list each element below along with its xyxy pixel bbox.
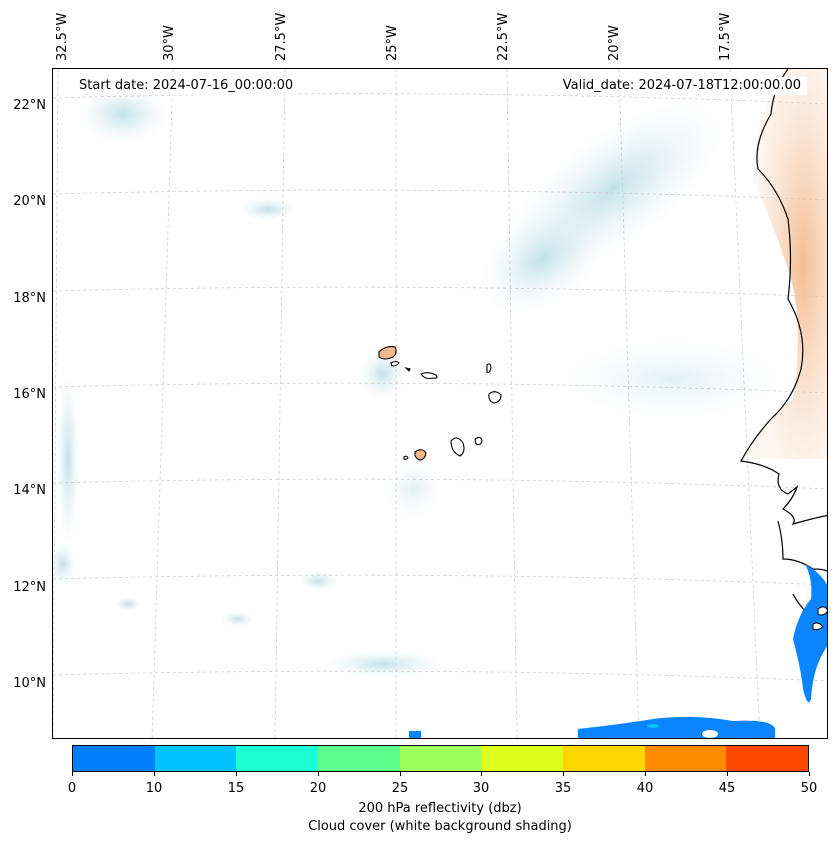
island-fogo <box>414 449 427 461</box>
colorbar-tick <box>563 772 564 776</box>
longitude-label: 30°W <box>162 25 177 61</box>
cloud-patch <box>480 204 606 314</box>
reflectivity-echo-gap <box>702 730 718 738</box>
colorbar-segment <box>399 746 482 771</box>
colorbar-tick <box>72 772 73 776</box>
island-maio <box>474 436 483 446</box>
reflectivity-echo-guinea <box>793 564 827 703</box>
cloud-patch <box>383 459 443 519</box>
island-sao-vicente <box>390 360 400 367</box>
longitude-label: 22.5°W <box>496 12 511 61</box>
colorbar-segment <box>154 746 237 771</box>
latitude-label: 10°N <box>13 676 46 691</box>
colorbar-tick-label: 45 <box>718 781 736 796</box>
small-island <box>812 622 824 631</box>
latitude-label: 12°N <box>13 580 46 595</box>
bijagos-islands <box>812 606 827 631</box>
cloud-patch <box>220 611 256 627</box>
reflectivity-echo-spot <box>647 724 659 728</box>
cloud-patch <box>53 542 77 586</box>
latitude-label: 20°N <box>13 194 46 209</box>
colorbar-segment <box>644 746 727 771</box>
colorbar-tick-label: 40 <box>636 781 654 796</box>
latitude-label: 22°N <box>13 98 46 113</box>
colorbar-tick-label: 30 <box>472 781 490 796</box>
longitude-label: 25°W <box>385 25 400 61</box>
cloud-patch <box>563 339 783 419</box>
colorbar-tick <box>645 772 646 776</box>
cloud-cover-shading <box>53 84 783 678</box>
island-boa-vista <box>488 391 502 404</box>
island-santiago <box>450 437 465 457</box>
colorbar-tick <box>481 772 482 776</box>
reflectivity-echo-small <box>409 731 421 738</box>
colorbar-tick-label: 35 <box>554 781 572 796</box>
cloud-patch <box>78 84 168 144</box>
colorbar-tick <box>154 772 155 776</box>
colorbar-tick <box>727 772 728 776</box>
island-santa-luzia <box>404 366 411 372</box>
island-santo-antao <box>378 346 397 360</box>
valid-date-label: Valid_date: 2024-07-18T12:00:00.00 <box>556 77 807 95</box>
colorbar-tick-label: 20 <box>309 781 327 796</box>
start-date-label: Start date: 2024-07-16_00:00:00 <box>73 77 300 95</box>
map-canvas <box>53 69 827 738</box>
cloud-patch <box>238 197 298 221</box>
reflectivity-echo-south <box>578 716 775 738</box>
island-brava <box>403 455 409 460</box>
cloud-patch <box>56 369 80 549</box>
colorbar-tick <box>318 772 319 776</box>
longitude-label: 17.5°W <box>718 12 733 61</box>
colorbar-segment <box>726 746 809 771</box>
colorbar <box>72 745 809 772</box>
colorbar-subtitle: Cloud cover (white background shading) <box>308 819 572 834</box>
cloud-patch <box>323 650 443 678</box>
colorbar-tick <box>236 772 237 776</box>
colorbar-segment <box>563 746 645 771</box>
island-sal <box>486 363 492 373</box>
colorbar-tick-label: 15 <box>227 781 245 796</box>
latitude-label: 18°N <box>13 291 46 306</box>
colorbar-tick <box>809 772 810 776</box>
longitude-label: 20°W <box>607 25 622 61</box>
reflectivity-echoes <box>409 564 827 738</box>
colorbar-tick <box>400 772 401 776</box>
colorbar-tick-label: 25 <box>391 781 409 796</box>
longitude-label: 32.5°W <box>55 12 70 61</box>
longitude-label: 27.5°W <box>274 12 289 61</box>
cloud-patch <box>114 596 142 612</box>
land-shading <box>743 69 827 459</box>
map-panel <box>52 68 828 739</box>
colorbar-segment <box>73 746 155 771</box>
latitude-label: 14°N <box>13 483 46 498</box>
colorbar-segment <box>481 746 564 771</box>
cape-verde-islands <box>378 346 502 461</box>
colorbar-tick-label: 0 <box>67 781 77 796</box>
colorbar-segment <box>318 746 400 771</box>
latitude-label: 16°N <box>13 387 46 402</box>
colorbar-title: 200 hPa reflectivity (dbz) <box>358 801 522 816</box>
cloud-patch <box>298 571 338 591</box>
colorbar-tick-label: 10 <box>145 781 163 796</box>
graticule <box>53 69 827 738</box>
africa-warm-shading <box>743 69 827 459</box>
small-island <box>817 606 827 616</box>
colorbar-tick-label: 50 <box>800 781 818 796</box>
island-sao-nicolau <box>420 372 438 380</box>
colorbar-segment <box>236 746 319 771</box>
